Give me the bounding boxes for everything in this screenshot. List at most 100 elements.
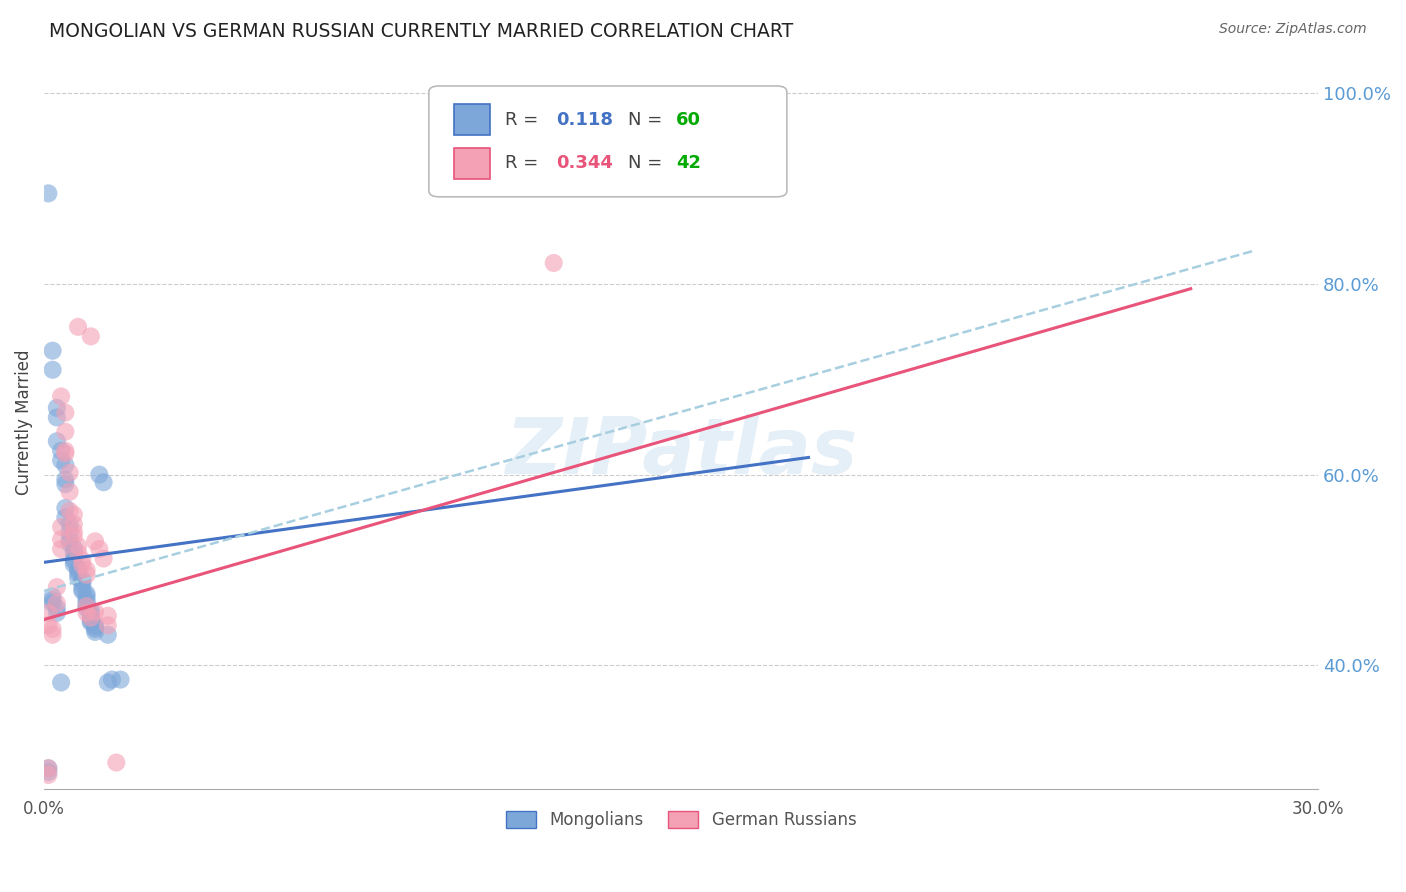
Point bbox=[72, 583, 94, 598]
Text: ZIPatlas: ZIPatlas bbox=[505, 414, 858, 490]
Point bbox=[63, 553, 86, 567]
Point bbox=[80, 608, 103, 623]
Point bbox=[105, 756, 128, 770]
Point bbox=[53, 443, 76, 458]
Point bbox=[53, 447, 76, 461]
Point bbox=[37, 765, 59, 780]
Point bbox=[49, 453, 72, 467]
Point bbox=[45, 410, 67, 425]
Point bbox=[67, 563, 90, 577]
Point bbox=[58, 484, 80, 499]
Point bbox=[58, 517, 80, 532]
Point bbox=[97, 675, 120, 690]
Text: R =: R = bbox=[505, 154, 544, 172]
Point bbox=[63, 508, 86, 522]
Point bbox=[80, 606, 103, 620]
Point bbox=[72, 553, 94, 567]
Point bbox=[49, 533, 72, 547]
Point bbox=[67, 571, 90, 585]
Point bbox=[63, 558, 86, 572]
Point bbox=[58, 466, 80, 480]
Point bbox=[37, 606, 59, 620]
Text: MONGOLIAN VS GERMAN RUSSIAN CURRENTLY MARRIED CORRELATION CHART: MONGOLIAN VS GERMAN RUSSIAN CURRENTLY MA… bbox=[49, 22, 793, 41]
Point bbox=[76, 606, 98, 620]
Point bbox=[97, 608, 120, 623]
Point bbox=[93, 551, 115, 566]
Point bbox=[49, 389, 72, 403]
Text: N =: N = bbox=[627, 111, 668, 128]
Point bbox=[58, 533, 80, 547]
Point bbox=[543, 256, 565, 270]
Point bbox=[41, 593, 63, 607]
Text: R =: R = bbox=[505, 111, 544, 128]
Point bbox=[76, 601, 98, 615]
Point bbox=[76, 599, 98, 614]
Legend: Mongolians, German Russians: Mongolians, German Russians bbox=[499, 805, 863, 836]
Point bbox=[84, 534, 107, 549]
Point bbox=[37, 761, 59, 775]
Point bbox=[76, 587, 98, 601]
Point bbox=[67, 546, 90, 560]
Point bbox=[84, 620, 107, 634]
Point bbox=[45, 606, 67, 620]
Point bbox=[53, 425, 76, 439]
Point bbox=[97, 618, 120, 632]
Text: 0.118: 0.118 bbox=[557, 111, 613, 128]
Text: Source: ZipAtlas.com: Source: ZipAtlas.com bbox=[1219, 22, 1367, 37]
Point bbox=[41, 596, 63, 610]
Point bbox=[63, 530, 86, 544]
Point bbox=[63, 546, 86, 560]
FancyBboxPatch shape bbox=[429, 86, 787, 197]
Point bbox=[72, 577, 94, 591]
Point bbox=[53, 500, 76, 515]
Point bbox=[37, 618, 59, 632]
Point bbox=[76, 590, 98, 604]
Point bbox=[49, 520, 72, 534]
Bar bbox=[454, 148, 491, 178]
Point bbox=[53, 406, 76, 420]
Point bbox=[53, 510, 76, 524]
Point bbox=[93, 475, 115, 490]
Point bbox=[76, 567, 98, 582]
Point bbox=[45, 401, 67, 415]
Point bbox=[110, 673, 132, 687]
Point bbox=[49, 675, 72, 690]
Point bbox=[80, 329, 103, 343]
Text: N =: N = bbox=[627, 154, 668, 172]
Point bbox=[80, 615, 103, 630]
Point bbox=[76, 599, 98, 614]
Point bbox=[80, 603, 103, 617]
Point bbox=[53, 472, 76, 486]
Point bbox=[84, 605, 107, 619]
Point bbox=[80, 614, 103, 628]
Point bbox=[41, 590, 63, 604]
Point bbox=[45, 596, 67, 610]
Point bbox=[72, 574, 94, 589]
Point bbox=[89, 467, 111, 482]
Point bbox=[58, 536, 80, 550]
Point bbox=[37, 186, 59, 201]
Point bbox=[84, 622, 107, 636]
Point bbox=[45, 580, 67, 594]
Point bbox=[37, 768, 59, 782]
Point bbox=[41, 628, 63, 642]
Point bbox=[63, 551, 86, 566]
Bar bbox=[454, 104, 491, 135]
Point bbox=[53, 458, 76, 472]
Point bbox=[45, 601, 67, 615]
Point bbox=[76, 563, 98, 577]
Point bbox=[41, 622, 63, 636]
Point bbox=[58, 524, 80, 539]
Point bbox=[76, 593, 98, 607]
Point bbox=[53, 477, 76, 491]
Text: 42: 42 bbox=[676, 154, 702, 172]
Point bbox=[63, 541, 86, 555]
Point bbox=[97, 628, 120, 642]
Point bbox=[49, 541, 72, 556]
Point bbox=[41, 343, 63, 358]
Text: 60: 60 bbox=[676, 111, 702, 128]
Point bbox=[80, 610, 103, 624]
Text: 0.344: 0.344 bbox=[557, 154, 613, 172]
Point bbox=[67, 539, 90, 553]
Point bbox=[67, 319, 90, 334]
